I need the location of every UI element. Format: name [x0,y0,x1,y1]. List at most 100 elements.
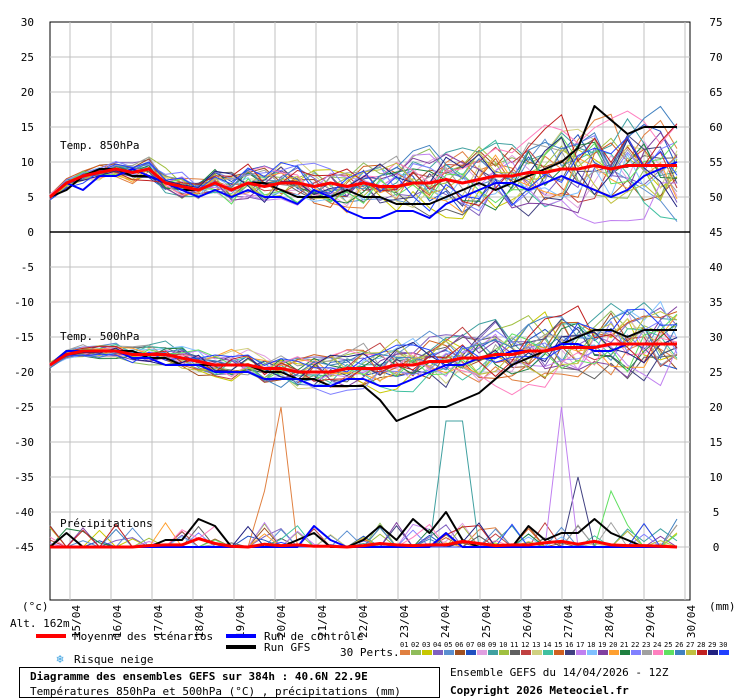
left-tick-label: -30 [14,436,34,449]
legend-member-label: 30 [719,641,727,649]
legend-snow-label: Risque neige [74,653,153,666]
legend-member-label: 23 [642,641,650,649]
legend-member-label: 05 [444,641,452,649]
main-runs [49,105,678,549]
left-tick-label: -10 [14,296,34,309]
legend-member-swatch [675,650,685,655]
x-tick-label: 16/04 [111,605,124,638]
legend-member-swatch [499,650,509,655]
legend-member-label: 18 [587,641,595,649]
left-tick-label: 30 [21,16,34,29]
altitude-label: Alt. 162m [10,617,70,630]
x-tick-label: 23/04 [398,605,411,638]
left-tick-label: -20 [14,366,34,379]
legend-member-label: 12 [521,641,529,649]
left-tick-label: -15 [14,331,34,344]
x-tick-label: 19/04 [234,605,247,638]
legend-member-swatch [664,650,674,655]
legend-member-label: 15 [554,641,562,649]
legend-member-label: 13 [532,641,540,649]
legend-member-label: 24 [653,641,661,649]
legend-member-label: 26 [675,641,683,649]
right-tick-label: 25 [709,366,722,379]
legend-member-label: 28 [697,641,705,649]
x-tick-label: 15/04 [70,605,83,638]
x-tick-label: 25/04 [480,605,493,638]
chart-caption-box: Diagramme des ensembles GEFS sur 384h : … [19,667,440,698]
member-t850-line [49,138,678,217]
left-tick-label: 5 [27,191,34,204]
legend-member-swatch [521,650,531,655]
run-info: Ensemble GEFS du 14/04/2026 - 12Z [450,666,669,679]
legend-member-swatch [466,650,476,655]
legend-member-label: 07 [466,641,474,649]
x-tick-label: 22/04 [357,605,370,638]
plot-frame [49,21,691,601]
legend-member-label: 27 [686,641,694,649]
legend-member-swatch [488,650,498,655]
legend-member-swatch [609,650,619,655]
legend-member-swatch [576,650,586,655]
legend-member-label: 19 [598,641,606,649]
legend: Moyenne des scénarios Run de contrôleRun … [36,630,729,666]
legend-member-swatch [653,650,663,655]
x-tick-label: 24/04 [439,605,452,638]
legend-member-label: 16 [565,641,573,649]
left-tick-label: 25 [21,51,34,64]
left-tick-label: 15 [21,121,34,134]
x-tick-label: 18/04 [193,605,206,638]
member-t850-line [49,136,678,212]
legend-member-label: 06 [455,641,463,649]
legend-member-swatch [598,650,608,655]
legend-member-swatch [411,650,421,655]
grid [49,21,691,601]
right-tick-label: 60 [709,121,722,134]
legend-member-label: 29 [708,641,716,649]
member-t500-line [49,331,678,381]
left-tick-label: -45 [14,541,34,554]
x-tick-label: 27/04 [562,605,575,638]
chart-subtitle: Températures 850hPa et 500hPa (°C) , pré… [30,685,401,698]
x-tick-label: 26/04 [521,605,534,638]
axes: 302520151050-5-10-15-20-25-30-35-40-4575… [10,16,736,638]
legend-member-label: 21 [620,641,628,649]
legend-member-swatch [620,650,630,655]
mean-precip-line [50,537,678,549]
legend-member-swatch [477,650,487,655]
legend-member-swatch [631,650,641,655]
x-tick-label: 30/04 [685,605,698,638]
legend-control-label: Run de contrôle [264,630,363,643]
legend-member-swatch [433,650,443,655]
right-tick-label: 70 [709,51,722,64]
right-tick-label: 30 [709,331,722,344]
legend-member-label: 01 [400,641,408,649]
legend-member-label: 03 [422,641,430,649]
x-tick-label: 29/04 [644,605,657,638]
legend-member-swatch [444,650,454,655]
x-tick-label: 21/04 [316,605,329,638]
gfs-t500-line [49,329,677,422]
right-tick-label: 45 [709,226,722,239]
legend-member-label: 14 [543,641,551,649]
legend-member-label: 04 [433,641,441,649]
right-tick-label: 5 [713,506,720,519]
right-tick-label: 55 [709,156,722,169]
panel-label-t850: Temp. 850hPa [60,139,139,152]
panel-label-precip: Précipitations [60,517,153,530]
legend-mean-label: Moyenne des scénarios [74,630,213,643]
legend-member-label: 08 [477,641,485,649]
member-t500-line [49,329,678,378]
right-tick-label: 50 [709,191,722,204]
legend-member-swatch [565,650,575,655]
legend-member-label: 22 [631,641,639,649]
legend-member-label: 20 [609,641,617,649]
member-t850-line [49,142,678,208]
left-tick-label: 10 [21,156,34,169]
legend-member-swatch [587,650,597,655]
left-tick-label: -5 [21,261,34,274]
right-tick-label: 75 [709,16,722,29]
legend-member-swatch [422,650,432,655]
legend-perts-label: 30 Perts. [340,646,400,659]
right-tick-label: 15 [709,436,722,449]
